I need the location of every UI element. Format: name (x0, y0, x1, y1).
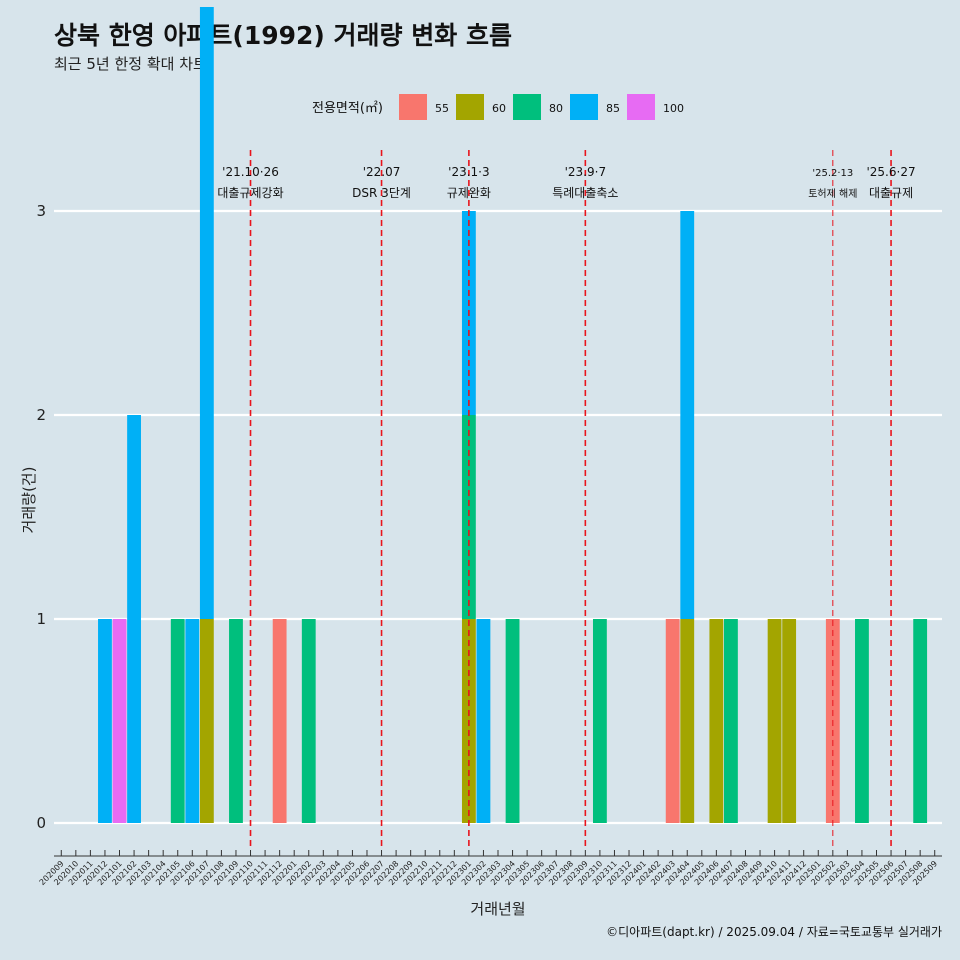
bar-80-202109 (229, 619, 243, 823)
bar-80-202202 (301, 619, 316, 823)
legend-title: 전용면적(㎡) (312, 101, 383, 116)
annotation-label: 규제완화 (447, 186, 491, 200)
chart-subtitle: 최근 5년 한정 확대 차트 (54, 55, 207, 73)
y-tick-label: 0 (36, 814, 46, 832)
chart-title: 상북 한영 아파트(1992) 거래량 변화 흐름 (54, 21, 512, 50)
x-axis: 2020092020102020112020122021012021022021… (38, 850, 942, 887)
bar-100-202101 (112, 619, 127, 823)
bar-80-202407 (724, 619, 738, 823)
bar-60-202107 (199, 619, 214, 823)
bar-85-202107 (199, 7, 214, 619)
annotation-date: '25.6·27 (866, 165, 915, 179)
bar-60-202404 (680, 619, 695, 823)
bar-60-202411 (782, 619, 797, 823)
bar-60-202410 (767, 619, 782, 823)
bar-80-202304 (505, 619, 520, 823)
annotations: '21.10·26 대출규제강화 '22.07 DSR 3단계 '23.1·3 규제완화 '… (217, 150, 916, 850)
bar-85-202106 (185, 619, 200, 823)
annotation-label: 토허제 해제 (808, 187, 857, 200)
bar-85-202404 (680, 211, 695, 619)
bar-80-202504 (855, 619, 869, 823)
y-tick-label: 1 (36, 610, 46, 628)
bar-85-202302 (476, 619, 491, 823)
annotation-date: '23.1·3 (448, 165, 489, 179)
annotation-label: 대출규제 (869, 186, 913, 200)
chart-caption: ©디아파트(dapt.kr) / 2025.09.04 / 자료=국토교통부 실… (606, 925, 942, 939)
annotation-label: DSR 3단계 (352, 186, 411, 200)
annotation-date: '21.10·26 (222, 165, 279, 179)
y-axis-label: 거래량(건) (20, 467, 38, 534)
bar-80-202310 (592, 619, 607, 823)
annotation-date: '25.2·13 (812, 168, 853, 179)
bar-55-202403 (665, 619, 680, 823)
bar-60-202406 (709, 619, 724, 823)
bar-85-202012 (98, 619, 112, 823)
annotation-label: 특례대출축소 (552, 186, 618, 200)
legend-label-100: 100 (663, 102, 684, 115)
bar-80-202105 (170, 619, 185, 823)
legend-label-85: 85 (606, 102, 620, 115)
legend-swatch-80 (513, 94, 541, 120)
x-axis-label: 거래년월 (470, 900, 525, 918)
legend-label-60: 60 (492, 102, 506, 115)
bars (98, 7, 928, 823)
y-tick-label: 2 (36, 406, 46, 424)
bar-55-202112 (272, 619, 287, 823)
legend-swatch-100 (627, 94, 655, 120)
legend-label-55: 55 (435, 102, 449, 115)
y-axis: 0 1 2 3 (36, 202, 46, 832)
legend-swatch-60 (456, 94, 484, 120)
bar-80-202508 (913, 619, 928, 823)
legend-label-80: 80 (549, 102, 563, 115)
legend: 전용면적(㎡) 55 60 80 85 100 (312, 94, 684, 120)
annotation-date: '22.07 (363, 165, 401, 179)
annotation-date: '23.9·7 (565, 165, 606, 179)
legend-swatch-55 (399, 94, 427, 120)
bar-85-202102 (127, 415, 141, 823)
annotation-label: 대출규제강화 (217, 186, 283, 200)
legend-swatch-85 (570, 94, 598, 120)
bar-80-202301 (461, 415, 476, 619)
y-tick-label: 3 (36, 202, 46, 220)
